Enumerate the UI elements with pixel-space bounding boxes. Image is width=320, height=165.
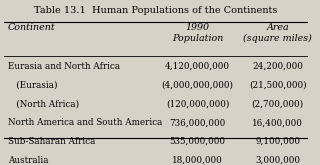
Text: Sub-Saharan Africa: Sub-Saharan Africa [8, 137, 95, 146]
Text: Eurasia and North Africa: Eurasia and North Africa [8, 62, 120, 71]
Text: Australia: Australia [8, 156, 48, 165]
Text: (4,000,000,000): (4,000,000,000) [162, 81, 234, 89]
Text: 3,000,000: 3,000,000 [255, 156, 300, 165]
Text: 18,000,000: 18,000,000 [172, 156, 223, 165]
Text: (120,000,000): (120,000,000) [166, 99, 229, 108]
Text: Table 13.1  Human Populations of the Continents: Table 13.1 Human Populations of the Cont… [34, 6, 277, 15]
Text: (21,500,000): (21,500,000) [249, 81, 307, 89]
Text: 16,400,000: 16,400,000 [252, 118, 303, 127]
Text: (Eurasia): (Eurasia) [8, 81, 57, 89]
Text: Continent: Continent [8, 23, 55, 32]
Text: 9,100,000: 9,100,000 [255, 137, 300, 146]
Text: 736,000,000: 736,000,000 [169, 118, 226, 127]
Text: 4,120,000,000: 4,120,000,000 [165, 62, 230, 71]
Text: 24,200,000: 24,200,000 [252, 62, 303, 71]
Text: Area
(square miles): Area (square miles) [243, 23, 312, 43]
Text: 1990
Population: 1990 Population [172, 23, 223, 43]
Text: North America and South America: North America and South America [8, 118, 162, 127]
Text: (North Africa): (North Africa) [8, 99, 79, 108]
Text: 535,000,000: 535,000,000 [170, 137, 226, 146]
Text: (2,700,000): (2,700,000) [252, 99, 304, 108]
